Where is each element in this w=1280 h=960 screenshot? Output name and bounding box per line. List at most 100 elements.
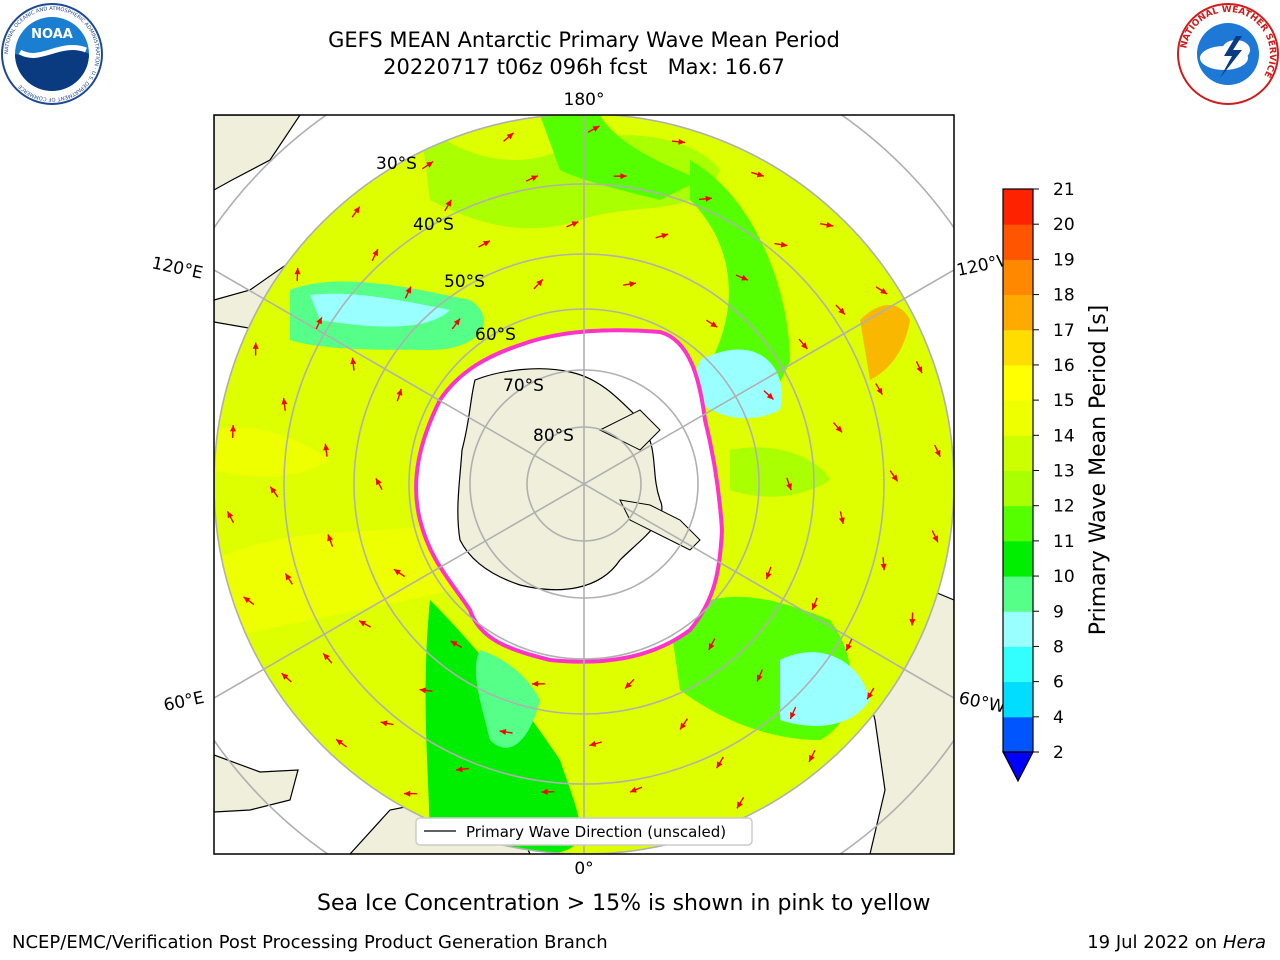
colorbar-tick-label: 11	[1053, 532, 1075, 552]
wave-arrow-head	[419, 687, 427, 694]
wave-arrow-head	[445, 199, 452, 207]
colorbar-cell	[1003, 646, 1033, 683]
wave-arrow-head	[592, 126, 600, 132]
lon-label-60e: 60°E	[162, 688, 206, 716]
colorbar-tick-label: 16	[1053, 356, 1075, 376]
lat-label-80s: 80°S	[533, 426, 574, 446]
wave-arrow-head	[780, 241, 788, 248]
wave-arrow-head	[757, 674, 763, 682]
wave-arrow-head	[270, 486, 277, 494]
colorbar-cell	[1003, 364, 1033, 401]
colorbar-extend-arrow	[1002, 751, 1034, 783]
colorbar-tick-label: 12	[1053, 497, 1075, 517]
wave-arrow-head	[661, 233, 669, 239]
wave-arrow-head	[229, 425, 236, 432]
wave-arrow-head	[380, 720, 388, 727]
wave-arrow-head	[916, 366, 923, 374]
wave-arrow-head	[531, 680, 539, 687]
wave-arrow-head	[801, 342, 808, 350]
wave-arrow-head	[403, 790, 411, 797]
lat-label-50s: 50°S	[444, 272, 485, 292]
colorbar-tick-label: 15	[1053, 391, 1075, 411]
wave-arrow-head	[756, 171, 764, 178]
wave-arrow-head	[323, 443, 330, 451]
wave-arrow-head	[880, 563, 887, 571]
wave-arrow-head	[536, 279, 543, 287]
wave-arrow-head	[393, 569, 401, 576]
lat-label-70s: 70°S	[503, 376, 544, 396]
colorbar-cell	[1003, 224, 1033, 260]
wave-arrow-head	[531, 175, 538, 182]
colorbar-tick-label: 9	[1053, 602, 1064, 622]
wave-arrow-head	[625, 681, 632, 689]
graticule	[214, 115, 954, 854]
lon-label-0: 0°	[574, 859, 593, 879]
wave-arrow-head	[285, 573, 292, 581]
colorbar-cell	[1003, 294, 1033, 331]
wave-arrow-head	[909, 619, 916, 626]
wave-arrow-head	[227, 511, 234, 519]
map-legend: Primary Wave Direction (unscaled)	[415, 817, 753, 846]
lat-label-30s: 30°S	[376, 154, 417, 174]
wave-arrow-head	[571, 221, 579, 227]
colorbar-cells	[1003, 189, 1033, 753]
wave-arrow-head	[705, 195, 712, 202]
date-text: 19 Jul 2022 on	[1087, 932, 1223, 953]
wave-arrow-head	[323, 653, 330, 661]
colorbar-outline	[1002, 188, 1034, 753]
wave-arrow-head	[450, 641, 458, 647]
sea-ice-note: Sea Ice Concentration > 15% is shown in …	[317, 891, 931, 916]
colorbar-cell	[1003, 259, 1033, 296]
colorbar-tick-label: 17	[1053, 321, 1075, 341]
colorbar-cell	[1003, 505, 1033, 542]
wave-direction-arrows	[226, 125, 941, 842]
colorbar-label: Primary Wave Mean Period [s]	[1086, 305, 1111, 636]
wave-arrow-head	[316, 317, 322, 325]
colorbar-cell	[1003, 611, 1033, 647]
colorbar-tick-label: 6	[1053, 673, 1064, 693]
colorbar-cell	[1003, 716, 1033, 753]
wave-arrow-head	[252, 342, 259, 349]
wave-arrow-head	[499, 729, 507, 735]
chart-title: GEFS MEAN Antarctic Primary Wave Mean Pe…	[328, 28, 840, 52]
map-frame	[213, 114, 955, 855]
wave-arrow-head	[353, 206, 360, 214]
colorbar: 2 4 6 8 9 10 11 12 13 14 15 16 17 18 19 20 21 Primary Wa…	[1002, 180, 1111, 783]
credit-line: NCEP/EMC/Verification Post Processing Pr…	[12, 932, 608, 953]
wave-arrow-head	[375, 478, 382, 486]
wave-arrow-head	[932, 535, 938, 543]
wave-arrow-head	[811, 602, 818, 610]
wave-arrow-head	[629, 281, 636, 288]
wave-arrow-head	[710, 321, 718, 328]
wave-arrow-head	[506, 132, 514, 140]
wave-arrow-head	[426, 161, 434, 168]
lon-label-60w: 60°W	[957, 688, 1007, 717]
wave-arrow-head	[541, 788, 548, 795]
lat-label-40s: 40°S	[413, 215, 454, 235]
wave-arrow-head	[790, 712, 796, 719]
colorbar-tick-label: 19	[1053, 250, 1075, 270]
colorbar-tick-label: 18	[1053, 286, 1075, 306]
colorbar-cell	[1003, 540, 1033, 577]
wave-arrow-head	[876, 387, 883, 395]
colorbar-cell	[1003, 470, 1033, 507]
wave-arrow-head	[483, 240, 490, 247]
wave-arrow-head	[867, 692, 873, 700]
wave-arrow-head	[934, 449, 941, 457]
wave-arrow-head	[826, 221, 833, 228]
colorbar-tick-label: 2	[1053, 743, 1064, 763]
colorbar-cell	[1003, 189, 1033, 225]
colorbar-tick-label: 21	[1053, 180, 1075, 200]
lat-label-60s: 60°S	[475, 325, 516, 345]
wave-arrow-head	[838, 517, 845, 524]
svg-text:NOAA: NOAA	[31, 27, 73, 42]
lon-label-180: 180°	[564, 90, 605, 110]
colorbar-cell	[1003, 400, 1033, 436]
colorbar-cell	[1003, 329, 1033, 366]
wave-arrow-head	[786, 483, 792, 491]
colorbar-cell	[1003, 681, 1033, 718]
wave-arrow-head	[453, 318, 461, 326]
colorbar-ticks: 2 4 6 8 9 10 11 12 13 14 15 16 17 18 19 20 21	[1033, 180, 1075, 763]
wave-arrow-head	[741, 274, 749, 281]
